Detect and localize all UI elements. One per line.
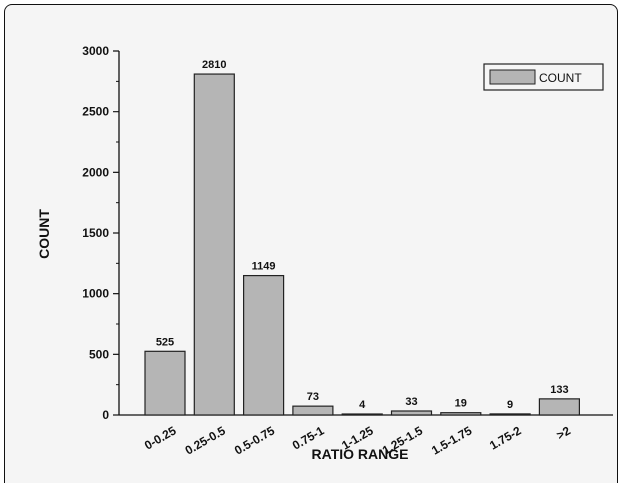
bar-0.25-0.5 [193,73,235,416]
bar-chart: 0 500 1000 1500 2000 2500 3000 525 2810 1149 73 4 3… [36,44,613,462]
bar-value-label: 525 [156,336,174,348]
bar-value-label: 33 [405,396,417,408]
bar-0.75-1 [292,405,334,416]
bar-1.25-1.5 [390,410,433,416]
legend-swatch [489,69,536,85]
bars: 525 2810 1149 73 4 33 19 9 133 [144,59,581,416]
bar-value-label: 9 [507,399,513,411]
x-tick-label: >2 [554,423,573,442]
bar-1.5-1.75 [440,412,482,416]
bar-value-label: 4 [359,399,366,411]
bar-value-label: 133 [550,384,568,396]
x-axis-title: RATIO RANGE [312,446,409,462]
legend-label: COUNT [539,71,582,85]
bar-1.75-2 [489,413,531,416]
x-tick-label: 0-0.25 [142,423,179,452]
bar-value-label: 2810 [202,59,226,71]
y-tick-label: 1000 [82,287,109,301]
y-axis-title: COUNT [36,209,52,259]
x-tick-label: 0.25-0.5 [183,423,228,457]
y-axis-ticks: 0 500 1000 1500 2000 2500 3000 [82,44,119,422]
bar-1-1.25 [341,413,383,416]
x-tick-label: 1.75-2 [487,423,524,452]
y-tick-label: 0 [102,408,109,422]
legend: COUNT [483,63,604,91]
y-tick-label: 2500 [82,105,109,119]
bar-value-label: 19 [455,398,467,410]
y-tick-label: 500 [89,347,109,361]
plot-area: 0 500 1000 1500 2000 2500 3000 525 2810 1149 73 4 3… [82,44,613,458]
bar->2 [538,398,581,416]
y-tick-label: 1500 [82,226,109,240]
x-tick-label: 1.5-1.75 [429,423,474,457]
bar-0.5-0.75 [243,274,285,416]
bar-value-label: 73 [307,391,319,403]
bar-0-0.25 [144,350,186,416]
chart-frame: 0 500 1000 1500 2000 2500 3000 525 2810 1149 73 4 3… [4,4,618,483]
y-tick-label: 2000 [82,165,109,179]
y-tick-label: 3000 [82,44,109,58]
bar-value-label: 1149 [252,261,276,273]
x-tick-label: 0.5-0.75 [232,423,277,457]
